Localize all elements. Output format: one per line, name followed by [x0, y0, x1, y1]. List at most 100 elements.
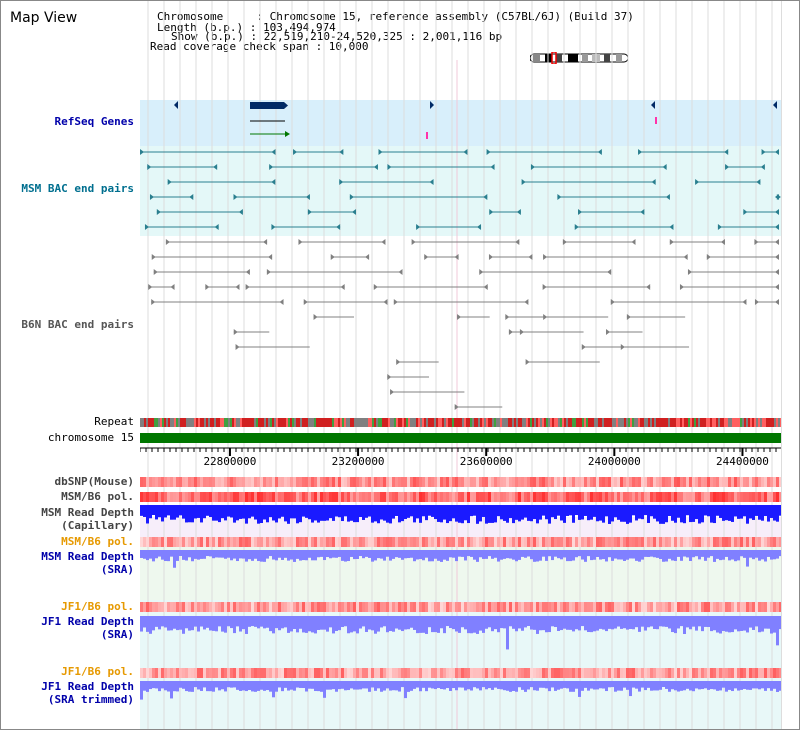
track-label-msm-bac[interactable]: MSM BAC end pairs: [21, 182, 134, 195]
repeat-segment: [756, 418, 758, 427]
dbsnp-heat-cell: [776, 477, 779, 487]
msm-capillary-depth-bar: [296, 505, 299, 524]
track-label-refseq[interactable]: RefSeq Genes: [54, 115, 134, 128]
jf1-trimmed-depth-bar: [539, 681, 542, 688]
dbsnp-heat-cell: [395, 477, 398, 487]
msm-b6-pol-2-heat-cell: [257, 537, 260, 547]
msm-b6-pol-2-heat-cell: [203, 537, 206, 547]
jf1-sra-depth-bar: [155, 616, 158, 627]
track-label-chromosome[interactable]: chromosome 15: [47, 431, 134, 444]
msm-b6-pol-2-heat-cell: [662, 537, 665, 547]
msm-b6-pol-heat-cell: [671, 492, 674, 502]
msm-b6-pol-2-heat-cell: [194, 537, 197, 547]
jf1-b6-pol-heat-cell: [278, 602, 281, 612]
jf1-b6-pol-heat-cell: [638, 602, 641, 612]
repeat-segment: [338, 418, 340, 427]
jf1-trimmed-depth-bar: [677, 681, 680, 692]
jf1-b6-pol-heat-cell: [326, 602, 329, 612]
msm-bac-pair-end: [416, 224, 421, 230]
repeat-segment: [324, 418, 326, 427]
jf1-sra-depth-bar: [257, 616, 260, 629]
msm-b6-pol-heat-cell: [713, 492, 716, 502]
track-label-jf1-depth-trimmed[interactable]: JF1 Read Depth: [41, 680, 134, 693]
jf1-b6-pol-2-heat-cell: [452, 668, 455, 678]
repeat-segment: [532, 418, 534, 427]
jf1-b6-pol-heat-cell: [203, 602, 206, 612]
jf1-b6-pol-heat-cell: [200, 602, 203, 612]
repeat-segment: [710, 418, 712, 427]
jf1-sra-depth-bar: [305, 616, 308, 633]
genome-track-viewer[interactable]: 22800000 23200000 23600000 24000000 24400000: [140, 0, 781, 730]
msm-sra-depth-bar: [494, 550, 497, 558]
track-label-jf1-b6-pol-2[interactable]: JF1/B6 pol.: [61, 665, 134, 678]
track-label-jf1-b6-pol[interactable]: JF1/B6 pol.: [61, 600, 134, 613]
track-label-msm-depth-sra[interactable]: MSM Read Depth: [41, 550, 134, 563]
msm-b6-pol-heat-cell: [335, 492, 338, 502]
msm-capillary-depth-bar: [689, 505, 692, 523]
msm-sra-depth-bar: [476, 550, 479, 562]
repeat-segment: [242, 418, 244, 427]
jf1-trimmed-depth-bar: [590, 681, 593, 689]
msm-b6-pol-heat-cell: [446, 492, 449, 502]
jf1-sra-depth-bar: [200, 616, 203, 627]
repeat-segment: [264, 418, 266, 427]
dbsnp-heat-cell: [707, 477, 710, 487]
msm-b6-pol-2-heat-cell: [218, 537, 221, 547]
jf1-b6-pol-2-heat-cell: [683, 668, 686, 678]
msm-bac-pair-end: [483, 194, 488, 200]
jf1-trimmed-depth-bar: [146, 681, 149, 692]
msm-capillary-depth-bar: [260, 505, 263, 524]
msm-b6-pol-2-heat-cell: [677, 537, 680, 547]
msm-capillary-depth-bar: [521, 505, 524, 520]
msm-b6-pol-2-heat-cell: [332, 537, 335, 547]
track-label-dbsnp[interactable]: dbSNP(Mouse): [54, 475, 134, 488]
msm-sra-depth-bar: [212, 550, 215, 559]
track-label-msm-b6-pol[interactable]: MSM/B6 pol.: [61, 490, 134, 503]
track-label-jf1-depth-sra[interactable]: JF1 Read Depth: [41, 615, 134, 628]
jf1-b6-pol-heat-cell: [422, 602, 425, 612]
jf1-trimmed-depth-bar: [260, 681, 263, 690]
msm-sra-depth-bar: [656, 550, 659, 558]
jf1-trimmed-depth-bar: [197, 681, 200, 690]
jf1-b6-pol-2-heat-cell: [668, 668, 671, 678]
jf1-b6-pol-2-heat-cell: [773, 668, 776, 678]
track-label-msm-depth-capillary[interactable]: MSM Read Depth: [41, 506, 134, 519]
repeat-segment: [238, 418, 240, 427]
msm-capillary-depth-bar: [344, 505, 347, 517]
dbsnp-heat-cell: [440, 477, 443, 487]
jf1-trimmed-depth-bar: [494, 681, 497, 688]
msm-bac-pair-end: [336, 224, 341, 230]
jf1-sra-depth-bar: [557, 616, 560, 631]
jf1-trimmed-depth-bar: [479, 681, 482, 691]
jf1-b6-pol-heat-cell: [689, 602, 692, 612]
jf1-b6-pol-2-heat-cell: [731, 668, 734, 678]
track-label-b6n-bac[interactable]: B6N BAC end pairs: [21, 318, 134, 331]
msm-capillary-depth-bar: [701, 505, 704, 523]
msm-b6-pol-heat-cell: [374, 492, 377, 502]
jf1-trimmed-depth-bar: [491, 681, 494, 690]
msm-sra-depth-bar: [140, 550, 143, 558]
jf1-trimmed-depth-bar: [203, 681, 206, 688]
dbsnp-heat-cell: [275, 477, 278, 487]
vertical-scrollbar[interactable]: [781, 0, 800, 730]
msm-capillary-depth-bar: [323, 505, 326, 521]
msm-b6-pol-heat-cell: [266, 492, 269, 502]
msm-sra-depth-bar: [566, 550, 569, 562]
msm-b6-pol-2-heat-cell: [737, 537, 740, 547]
jf1-sra-depth-bar: [587, 616, 590, 633]
jf1-sra-depth-bar: [329, 616, 332, 628]
track-label-msm-b6-pol-2[interactable]: MSM/B6 pol.: [61, 535, 134, 548]
dbsnp-heat-cell: [527, 477, 530, 487]
jf1-trimmed-depth-bar: [155, 681, 158, 689]
msm-capillary-depth-bar: [716, 505, 719, 516]
msm-b6-pol-heat-cell: [332, 492, 335, 502]
jf1-b6-pol-heat-cell: [776, 602, 779, 612]
b6n-bac-pair-end: [390, 389, 395, 395]
dbsnp-heat-cell: [392, 477, 395, 487]
repeat-segment: [316, 418, 318, 427]
track-label-repeat[interactable]: Repeat: [94, 415, 134, 428]
jf1-sra-depth-bar: [251, 616, 254, 627]
msm-b6-pol-heat-cell: [140, 492, 143, 502]
msm-b6-pol-2-heat-cell: [719, 537, 722, 547]
msm-b6-pol-2-heat-cell: [707, 537, 710, 547]
